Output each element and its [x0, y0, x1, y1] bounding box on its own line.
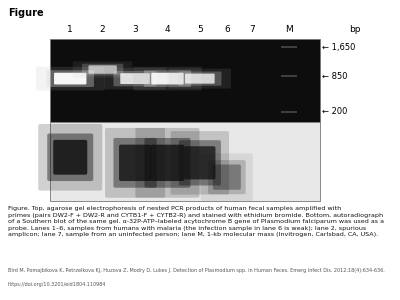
FancyBboxPatch shape [105, 128, 165, 198]
FancyBboxPatch shape [73, 61, 132, 78]
FancyBboxPatch shape [179, 140, 221, 185]
Text: 3: 3 [132, 26, 138, 34]
Text: 2: 2 [100, 26, 106, 34]
Text: bp: bp [350, 26, 361, 34]
FancyBboxPatch shape [144, 138, 190, 188]
FancyBboxPatch shape [151, 73, 184, 84]
Text: Bird M, Pomajbikova K, Petrzelkova KJ, Huzova Z, Modry D, Lukes J. Detection of : Bird M, Pomajbikova K, Petrzelkova KJ, H… [8, 268, 385, 273]
Text: 1: 1 [67, 26, 73, 34]
FancyBboxPatch shape [171, 131, 229, 194]
Bar [50, 122, 320, 201]
Bar [281, 46, 297, 48]
FancyBboxPatch shape [47, 134, 93, 181]
FancyBboxPatch shape [184, 146, 216, 179]
Text: https://doi.org/10.3201/eid1804.110984: https://doi.org/10.3201/eid1804.110984 [8, 282, 106, 287]
FancyBboxPatch shape [46, 70, 94, 87]
FancyBboxPatch shape [120, 73, 150, 84]
FancyBboxPatch shape [136, 128, 200, 198]
Text: Figure. Top, agarose gel electrophoresis of nested PCR products of human fecal s: Figure. Top, agarose gel electrophoresis… [8, 206, 384, 237]
FancyBboxPatch shape [54, 73, 86, 84]
Text: 5: 5 [197, 26, 203, 34]
FancyBboxPatch shape [53, 140, 87, 175]
FancyBboxPatch shape [38, 124, 102, 190]
FancyBboxPatch shape [169, 69, 231, 88]
FancyBboxPatch shape [36, 67, 104, 90]
FancyBboxPatch shape [185, 74, 215, 84]
FancyBboxPatch shape [144, 70, 191, 87]
Text: M: M [285, 26, 293, 34]
FancyBboxPatch shape [114, 71, 157, 86]
Text: ← 850: ← 850 [322, 72, 348, 81]
FancyBboxPatch shape [82, 64, 123, 75]
Text: Figure: Figure [8, 8, 44, 17]
Bar [281, 75, 297, 77]
FancyBboxPatch shape [208, 160, 246, 194]
FancyBboxPatch shape [178, 71, 222, 86]
Text: ← 1,650: ← 1,650 [322, 43, 355, 52]
FancyBboxPatch shape [150, 145, 184, 181]
FancyBboxPatch shape [104, 68, 166, 89]
Text: ← 200: ← 200 [322, 107, 347, 116]
FancyBboxPatch shape [201, 153, 253, 201]
FancyBboxPatch shape [114, 138, 157, 188]
Bar [281, 111, 297, 112]
Text: 4: 4 [165, 26, 170, 34]
FancyBboxPatch shape [133, 67, 202, 90]
Text: 6: 6 [224, 26, 230, 34]
Bar [50, 39, 320, 122]
FancyBboxPatch shape [213, 164, 241, 190]
Text: 7: 7 [250, 26, 255, 34]
FancyBboxPatch shape [119, 145, 151, 181]
FancyBboxPatch shape [88, 65, 117, 74]
